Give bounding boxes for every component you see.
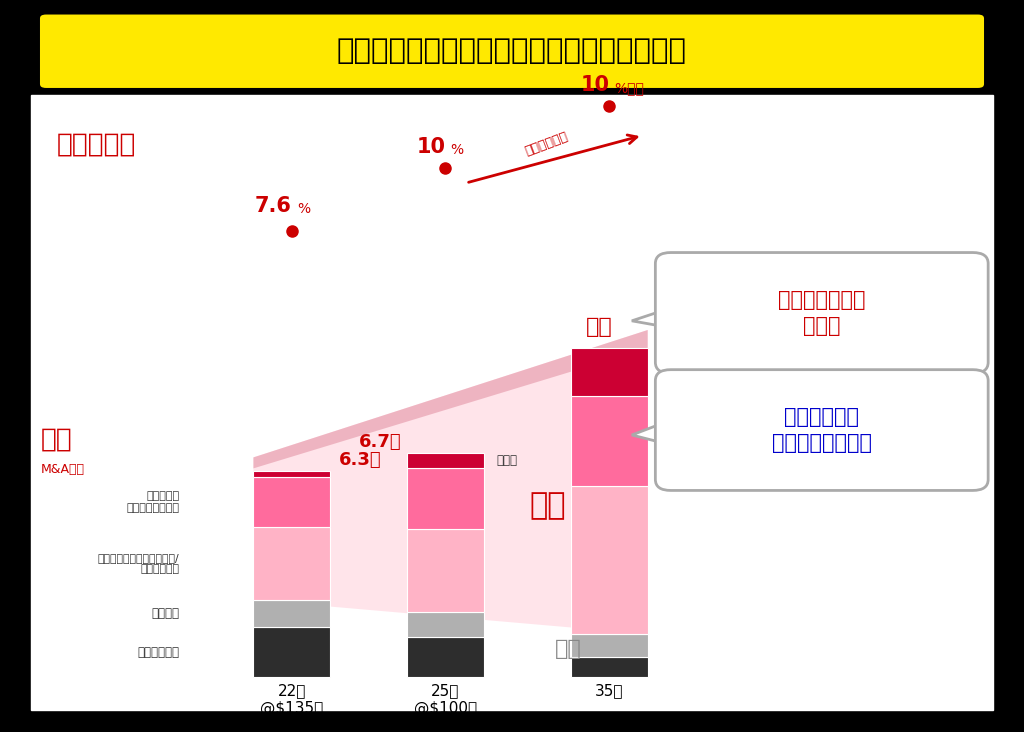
Text: 22年
@$135円: 22年 @$135円 [260, 683, 324, 716]
Bar [571, 634, 647, 657]
Bar [253, 600, 330, 627]
Bar [408, 452, 484, 468]
Bar [408, 613, 484, 638]
Text: 電動化と増収を両立するデンソーの成長戦略: 電動化と増収を両立するデンソーの成長戦略 [337, 37, 687, 65]
Polygon shape [632, 420, 671, 445]
Bar [408, 468, 484, 529]
Bar [31, 95, 993, 710]
Polygon shape [632, 308, 671, 328]
Text: パワトレイン: パワトレイン [137, 646, 179, 659]
Text: 倍増: 倍増 [529, 491, 566, 520]
Bar [571, 657, 647, 677]
Bar [571, 396, 647, 486]
Text: エレクトリフィケーション/
先進デバイス: エレクトリフィケーション/ 先進デバイス [97, 553, 179, 574]
Bar [253, 477, 330, 527]
Text: %: % [297, 202, 310, 216]
Polygon shape [253, 330, 647, 634]
Text: 持続的な成長: 持続的な成長 [523, 130, 570, 158]
Bar [408, 638, 484, 677]
Text: 半減: 半減 [555, 639, 582, 659]
FancyArrowPatch shape [469, 135, 637, 182]
Text: 売上: 売上 [41, 426, 73, 452]
Text: 25年
@$100円: 25年 @$100円 [414, 683, 477, 716]
Bar [408, 529, 484, 613]
Text: 10: 10 [417, 138, 445, 157]
Text: %: % [451, 143, 464, 157]
Text: モビリティ
エレクトロニクス: モビリティ エレクトロニクス [126, 491, 179, 512]
Bar [253, 627, 330, 677]
Text: %以上: %以上 [614, 81, 644, 95]
Bar [571, 348, 647, 396]
Text: サーマル: サーマル [152, 607, 179, 620]
Text: 6.7兆: 6.7兆 [359, 433, 401, 451]
Bar [253, 471, 330, 477]
FancyBboxPatch shape [655, 253, 988, 373]
Bar [253, 527, 330, 600]
Polygon shape [253, 330, 647, 468]
Text: M&A除く: M&A除く [41, 463, 85, 477]
Text: 35年: 35年 [595, 683, 624, 698]
Text: 営業利益率: 営業利益率 [56, 131, 136, 157]
Text: 新事業: 新事業 [496, 454, 517, 467]
FancyBboxPatch shape [38, 12, 986, 90]
Text: ガソリン車に
関する事業は縮小: ガソリン車に 関する事業は縮小 [772, 407, 871, 453]
Text: 電動化が増収の
コアに: 電動化が増収の コアに [778, 290, 865, 336]
Bar [571, 486, 647, 634]
Text: 10: 10 [581, 75, 609, 95]
Text: 創出: 創出 [586, 318, 612, 337]
Text: 7.6: 7.6 [255, 196, 292, 216]
FancyBboxPatch shape [655, 370, 988, 490]
Text: 6.3兆: 6.3兆 [338, 451, 381, 469]
